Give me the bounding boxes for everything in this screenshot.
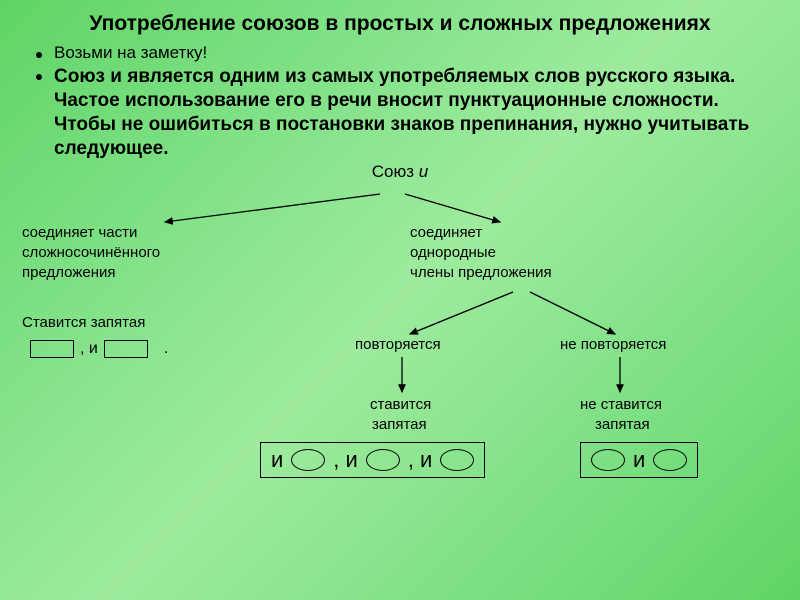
- sequence-compound: , и .: [30, 340, 168, 358]
- clause-box-2: [104, 340, 148, 358]
- bullet-list: Возьми на заметку! Союз и является одним…: [0, 43, 800, 160]
- single-box: и: [580, 442, 698, 478]
- member-oval-1: [291, 449, 325, 471]
- union-word: Союз: [372, 162, 419, 181]
- member-oval-3: [440, 449, 474, 471]
- repeated-box: и , и , и: [260, 442, 485, 478]
- ci-2: , и: [408, 447, 433, 473]
- member-oval-4: [591, 449, 625, 471]
- right-branch-3: члены предложения: [410, 264, 552, 281]
- bullet-1: Возьми на заметку!: [36, 43, 782, 63]
- put-comma-2: запятая: [372, 416, 427, 433]
- right-branch-1: соединяет: [410, 224, 482, 241]
- diagram: соединяет части сложносочинённого предло…: [0, 182, 800, 512]
- bullet-1-text: Возьми на заметку!: [54, 43, 207, 63]
- right-branch-2: однородные: [410, 244, 496, 261]
- i-single: и: [633, 447, 645, 473]
- sequence-single: и: [580, 442, 698, 478]
- sequence-repeated: и , и , и: [260, 442, 485, 478]
- seq1-period: .: [164, 340, 168, 358]
- norepeat-label: не повторяется: [560, 336, 666, 353]
- seq1-comma-i: , и: [80, 340, 98, 358]
- left-branch-1: соединяет части: [22, 224, 137, 241]
- repeat-label: повторяется: [355, 336, 441, 353]
- comma-label: Ставится запятая: [22, 314, 145, 331]
- clause-box-1: [30, 340, 74, 358]
- i-1: и: [271, 447, 283, 473]
- ci-1: , и: [333, 447, 358, 473]
- left-branch-2: сложносочинённого: [22, 244, 160, 261]
- bullet-2: Союз и является одним из самых употребля…: [36, 65, 782, 160]
- member-oval-5: [653, 449, 687, 471]
- left-branch-3: предложения: [22, 264, 116, 281]
- member-oval-2: [366, 449, 400, 471]
- bullet-2-text: Союз и является одним из самых употребля…: [54, 65, 782, 160]
- bullet-dot: [36, 74, 42, 80]
- page-title: Употребление союзов в простых и сложных …: [0, 0, 800, 43]
- union-label: Союз и: [0, 162, 800, 182]
- put-comma-1: ставится: [370, 396, 431, 413]
- bullet-dot: [36, 52, 42, 58]
- no-comma-2: запятая: [595, 416, 650, 433]
- no-comma-1: не ставится: [580, 396, 662, 413]
- union-letter: и: [419, 162, 428, 181]
